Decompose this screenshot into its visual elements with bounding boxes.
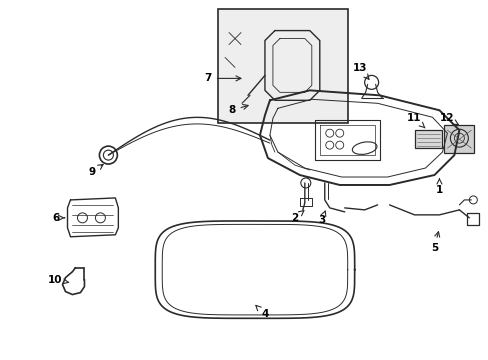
Text: 1: 1: [435, 179, 442, 195]
Text: 9: 9: [89, 165, 103, 177]
Text: 10: 10: [48, 275, 68, 285]
Text: 13: 13: [352, 63, 368, 79]
Text: 7: 7: [204, 73, 241, 84]
Text: 6: 6: [52, 213, 64, 223]
Text: 5: 5: [430, 232, 439, 253]
Bar: [414, 130, 442, 148]
Text: 11: 11: [407, 113, 424, 128]
Text: 4: 4: [255, 305, 268, 319]
Text: 12: 12: [439, 113, 457, 125]
Text: 3: 3: [318, 211, 325, 225]
Bar: [218, 9, 347, 123]
Text: 2: 2: [291, 211, 304, 223]
Bar: [444, 125, 473, 153]
Text: 8: 8: [228, 104, 247, 115]
